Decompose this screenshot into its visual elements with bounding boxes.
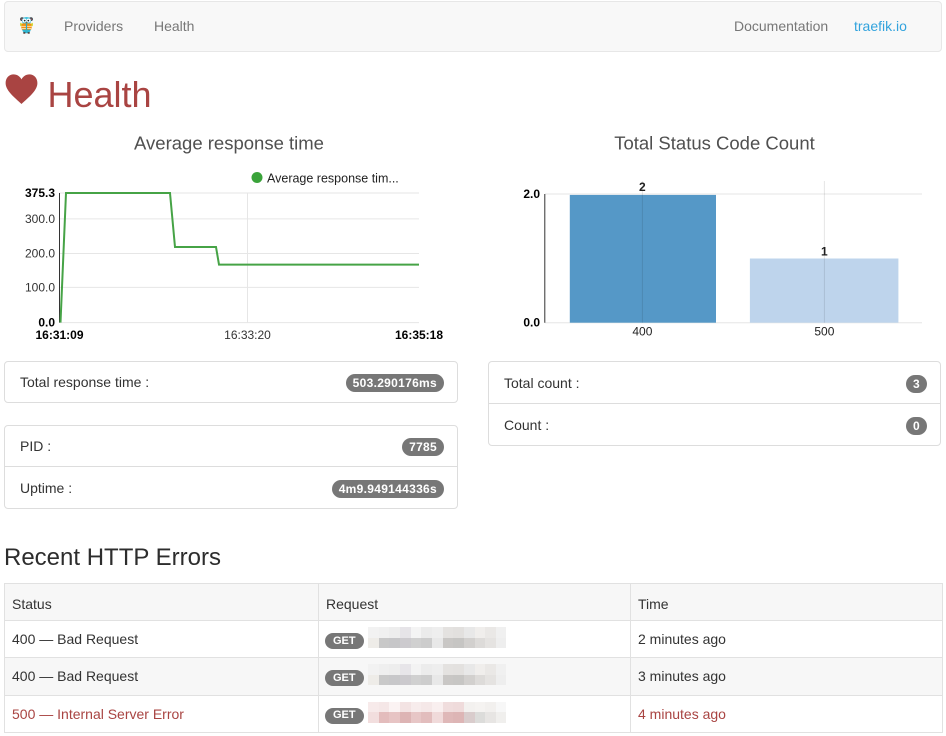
svg-text:Average response tim...: Average response tim... <box>267 172 399 186</box>
svg-text:1: 1 <box>821 245 828 259</box>
svg-text:300.0: 300.0 <box>25 212 55 226</box>
svg-text:0.0: 0.0 <box>38 316 55 330</box>
svg-text:100.0: 100.0 <box>25 281 55 295</box>
svg-text:500: 500 <box>814 325 834 339</box>
svg-text:0.0: 0.0 <box>523 316 540 330</box>
svg-text:16:31:09: 16:31:09 <box>35 328 83 342</box>
svg-text:2.0: 2.0 <box>523 187 540 201</box>
svg-text:16:33:20: 16:33:20 <box>224 328 271 342</box>
svg-text:375.3: 375.3 <box>25 186 55 200</box>
svg-text:Total Status Code Count: Total Status Code Count <box>614 133 815 154</box>
svg-text:400: 400 <box>632 325 652 339</box>
svg-text:2: 2 <box>639 180 646 194</box>
svg-text:16:35:18: 16:35:18 <box>395 328 443 342</box>
svg-text:200.0: 200.0 <box>25 247 55 261</box>
svg-text:Average response time: Average response time <box>134 133 324 154</box>
